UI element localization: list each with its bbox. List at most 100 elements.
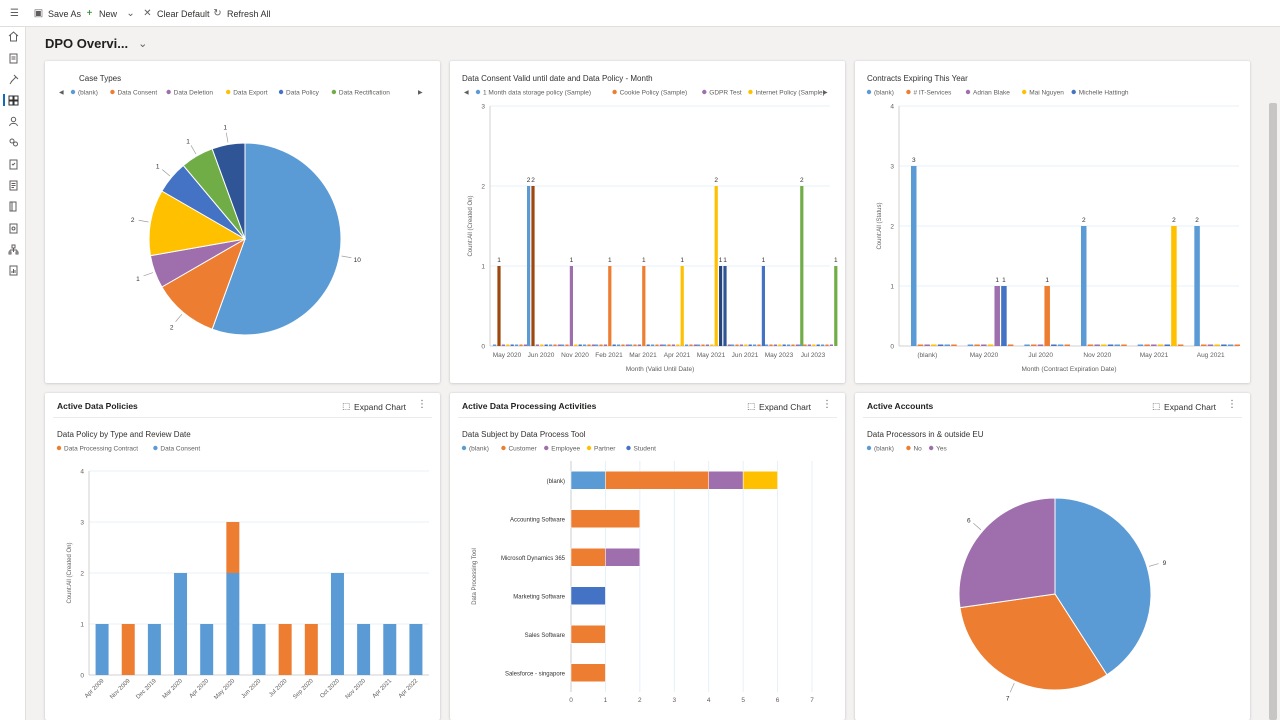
x-tick-label: Apr 2009	[84, 678, 106, 700]
zero-bar	[671, 344, 675, 346]
x-tick-label: Sep 2020	[292, 678, 315, 701]
zero-bar	[744, 344, 748, 346]
bar	[714, 186, 718, 346]
bar	[1171, 226, 1177, 346]
more-options-icon[interactable]: ⋮	[417, 399, 427, 410]
zero-bar	[659, 344, 663, 346]
zero-bar	[944, 344, 950, 346]
expand-chart-button[interactable]: ⬚ Expand Chart	[747, 401, 811, 412]
zero-bar	[974, 344, 980, 346]
dashboard-icon[interactable]	[8, 95, 19, 106]
y-tick-label: 2	[481, 184, 485, 191]
expand-chart-button[interactable]: ⬚ Expand Chart	[342, 401, 406, 412]
zero-bar	[519, 344, 523, 346]
legend-label: (blank)	[874, 90, 894, 97]
contract-icon[interactable]	[8, 180, 19, 191]
pie-leader-line	[190, 145, 197, 155]
active-processing-card: Active Data Processing Activities ⬚ Expa…	[450, 393, 845, 720]
save-as-button[interactable]: ▣ Save As	[33, 6, 81, 21]
x-tick-label: May 2021	[697, 352, 726, 359]
legend-label: Partner	[594, 446, 616, 453]
zero-bar	[1121, 344, 1127, 346]
report-icon[interactable]	[8, 265, 19, 276]
x-tick-label: Jul 2023	[801, 352, 826, 359]
pie-leader-line	[341, 255, 352, 259]
zero-bar	[1227, 344, 1234, 346]
chevron-down-icon[interactable]: ⌄	[126, 8, 135, 19]
legend-swatch	[153, 445, 158, 451]
zero-bar	[544, 344, 548, 346]
dashboard-selector[interactable]: DPO Overvi... ⌄	[45, 36, 147, 51]
zero-bar	[685, 344, 689, 346]
bar	[642, 266, 646, 346]
contact-icon[interactable]	[8, 116, 19, 127]
expand-chart-button[interactable]: ⬚ Expand Chart	[1152, 401, 1216, 412]
bar-data-label: 1	[762, 257, 766, 264]
accounts-icon[interactable]	[8, 137, 19, 148]
zero-bar	[591, 344, 595, 346]
legend-swatch	[110, 89, 115, 95]
x-tick-label: 0	[569, 697, 573, 704]
pie-slice-no	[959, 593, 1108, 691]
x-axis-title: Month (Contract Expiration Date)	[1021, 366, 1116, 373]
pie-leader-line	[162, 169, 171, 177]
more-options-icon[interactable]: ⋮	[822, 399, 832, 410]
x-tick-label: 5	[741, 697, 745, 704]
zero-bar	[515, 344, 519, 346]
zero-bar	[769, 344, 773, 346]
zero-bar	[782, 344, 786, 346]
stacked-bar-data-consent	[383, 624, 397, 675]
refresh-all-button[interactable]: ↻ Refresh All	[212, 6, 270, 21]
x-tick-label: Jul 2020	[1028, 352, 1053, 359]
x-tick-label: (blank)	[917, 352, 937, 359]
zero-bar	[574, 344, 578, 346]
active-policies-card: Active Data Policies ⬚ Expand Chart ⋮ Da…	[45, 393, 440, 720]
bar-data-label: 1	[642, 257, 646, 264]
bar-data-label: 1	[570, 257, 574, 264]
bar-data-label: 1	[723, 257, 727, 264]
x-tick-label: Nov 2020	[345, 678, 368, 701]
active-accounts-card: Active Accounts ⬚ Expand Chart ⋮ Data Pr…	[855, 393, 1250, 720]
recent-icon[interactable]	[8, 53, 19, 64]
active-indicator	[3, 94, 5, 106]
hamburger-icon: ☰	[10, 8, 19, 19]
legend-swatch	[1071, 89, 1076, 95]
zero-bar	[951, 344, 957, 346]
hamburger-menu-button[interactable]: ☰	[9, 6, 20, 21]
bar	[761, 266, 765, 346]
home-icon[interactable]	[8, 31, 19, 42]
bar-data-label: 2	[714, 177, 718, 184]
x-tick-label: May 2021	[1140, 352, 1169, 359]
legend-label: (blank)	[78, 90, 98, 97]
pinned-icon[interactable]	[8, 74, 19, 85]
legend-swatch	[56, 445, 62, 451]
zero-bar	[689, 344, 693, 346]
close-icon: ✕	[143, 8, 152, 19]
zero-bar	[1024, 344, 1030, 346]
policy-icon[interactable]	[8, 159, 19, 170]
more-options-icon[interactable]: ⋮	[1227, 399, 1237, 410]
org-icon[interactable]	[8, 244, 19, 255]
processing-icon[interactable]	[8, 223, 19, 234]
legend-label: # IT-Services	[913, 90, 952, 97]
book-icon[interactable]	[8, 201, 19, 212]
y-tick-label: 3	[80, 520, 84, 527]
legend-label: Student	[634, 446, 657, 453]
y-tick-label: 4	[890, 104, 894, 111]
zero-bar	[655, 344, 659, 346]
legend-swatch	[928, 445, 934, 451]
x-tick-label: Apr 2022	[398, 678, 420, 700]
y-tick-label: 1	[80, 622, 84, 629]
clear-default-button[interactable]: ✕ Clear Default	[142, 6, 209, 21]
scrollbar-thumb[interactable]	[1269, 103, 1277, 720]
zero-bar	[1101, 344, 1107, 346]
bar-data-label: 1	[608, 257, 612, 264]
expand-icon: ⬚	[342, 401, 351, 411]
legend-label: Data Rectification	[339, 90, 390, 97]
stacked-bar-data-consent	[409, 624, 423, 675]
y-tick-label: 3	[890, 164, 894, 171]
y-tick-label: 1	[481, 264, 485, 271]
zero-bar	[1037, 344, 1044, 346]
new-button[interactable]: + New ⌄	[84, 6, 136, 21]
zero-bar	[1221, 344, 1227, 346]
